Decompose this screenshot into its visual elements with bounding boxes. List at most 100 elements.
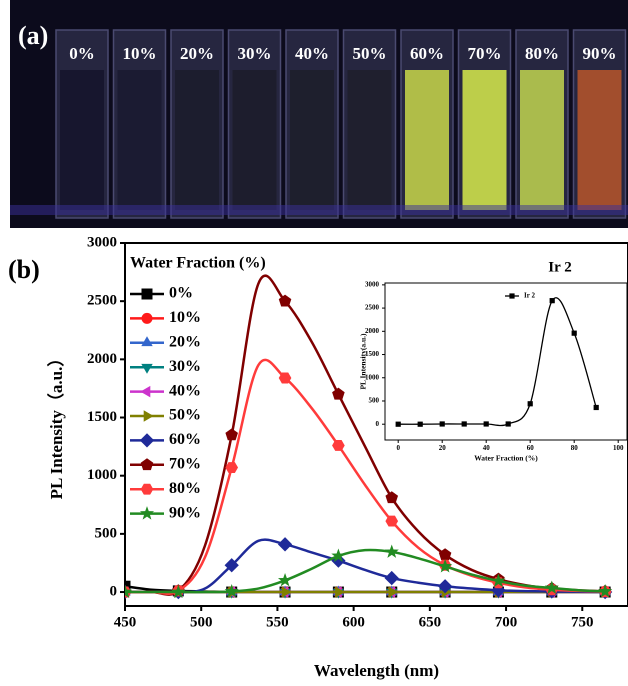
vial-label: 30% <box>238 44 272 63</box>
marker <box>277 572 293 587</box>
marker <box>143 410 154 422</box>
marker <box>140 458 154 471</box>
marker <box>437 579 453 594</box>
marker <box>139 506 155 520</box>
marker <box>491 573 506 587</box>
marker <box>509 293 515 299</box>
vial-label: 50% <box>353 44 387 63</box>
marker <box>549 298 555 304</box>
marker <box>491 583 506 598</box>
marker <box>225 428 238 441</box>
marker <box>505 421 511 427</box>
legend-label: 10% <box>169 309 201 326</box>
marker <box>224 584 239 598</box>
marker <box>461 421 467 427</box>
legend-label: 40% <box>169 382 201 399</box>
y-axis-label: PL Intensity(a.u.) <box>359 333 368 390</box>
marker <box>278 294 292 307</box>
x-tick-label: 60 <box>527 444 535 452</box>
x-tick-label: 750 <box>571 614 594 630</box>
x-tick-label: 550 <box>266 614 289 630</box>
y-tick-label: 3000 <box>87 234 117 250</box>
y-tick-label: 2000 <box>87 351 117 367</box>
marker <box>439 421 445 427</box>
marker <box>332 439 345 451</box>
plot-frame <box>124 242 628 607</box>
vial-label: 70% <box>468 44 502 63</box>
marker <box>141 336 153 347</box>
y-tick-label: 500 <box>369 397 380 405</box>
legend-label: 20% <box>169 333 201 350</box>
y-tick-label: 0 <box>110 583 118 599</box>
vial-liquid <box>520 70 564 210</box>
marker <box>278 372 292 384</box>
vial-label: 40% <box>295 44 329 63</box>
series-line <box>125 358 606 595</box>
marker <box>385 515 399 527</box>
photo-glow <box>10 205 628 215</box>
legend-label: 60% <box>169 431 201 448</box>
vial-liquid <box>60 70 104 210</box>
vial-liquid <box>117 70 162 210</box>
marker <box>277 537 293 552</box>
series-line <box>125 538 606 594</box>
marker <box>417 421 423 427</box>
y-tick-label: 2500 <box>365 304 380 312</box>
vial-label: 20% <box>180 44 214 63</box>
legend-label: 90% <box>169 504 201 521</box>
panel-a-label: (a) <box>18 21 48 50</box>
vial-label: 80% <box>525 44 559 63</box>
legend-label: 70% <box>169 455 201 472</box>
marker <box>140 483 154 495</box>
marker <box>384 544 399 558</box>
legend-label: 30% <box>169 358 201 375</box>
y-tick-label: 500 <box>95 525 118 541</box>
legend-label: 0% <box>169 285 193 302</box>
marker <box>171 584 186 599</box>
y-tick-label: 1500 <box>365 350 380 358</box>
series-line <box>398 297 597 427</box>
legend-label: Ir 2 <box>524 292 535 300</box>
y-axis-label: PL Intensity（a.u.） <box>46 350 66 500</box>
marker <box>224 558 239 573</box>
marker <box>125 580 131 592</box>
vial-label: 0% <box>69 44 95 63</box>
vial-liquid <box>462 70 507 210</box>
marker <box>141 363 153 374</box>
marker <box>385 491 399 504</box>
y-tick-label: 2500 <box>87 293 117 309</box>
marker <box>141 312 153 324</box>
y-tick-label: 3000 <box>365 280 380 288</box>
marker <box>332 387 345 400</box>
legend-label: 80% <box>169 480 201 497</box>
marker <box>438 548 452 561</box>
marker <box>598 584 613 598</box>
vial-liquid <box>175 70 219 210</box>
x-tick-label: 650 <box>419 614 442 630</box>
marker <box>140 385 151 398</box>
marker <box>527 401 533 407</box>
marker <box>388 586 399 598</box>
vial-liquid <box>347 70 392 210</box>
marker <box>331 548 346 562</box>
x-tick-label: 80 <box>571 444 579 452</box>
y-tick-label: 1500 <box>87 409 117 425</box>
x-tick-label: 500 <box>190 614 213 630</box>
vial-liquid <box>577 70 622 210</box>
legend-title: Water Fraction (%) <box>130 255 266 272</box>
x-tick-label: 700 <box>495 614 518 630</box>
marker <box>593 404 599 411</box>
marker <box>335 586 345 598</box>
series-layer <box>395 297 599 427</box>
series-line <box>125 548 606 594</box>
series-layer <box>125 274 613 600</box>
y-tick-label: 0 <box>376 420 380 428</box>
legend-label: 50% <box>169 407 201 424</box>
x-tick-label: 0 <box>396 444 400 452</box>
x-tick-label: 600 <box>342 614 365 630</box>
x-tick-label: 450 <box>114 614 137 630</box>
x-tick-label: 100 <box>613 444 624 452</box>
vial-liquid <box>232 70 277 210</box>
x-tick-label: 40 <box>483 444 491 452</box>
marker <box>544 580 559 594</box>
